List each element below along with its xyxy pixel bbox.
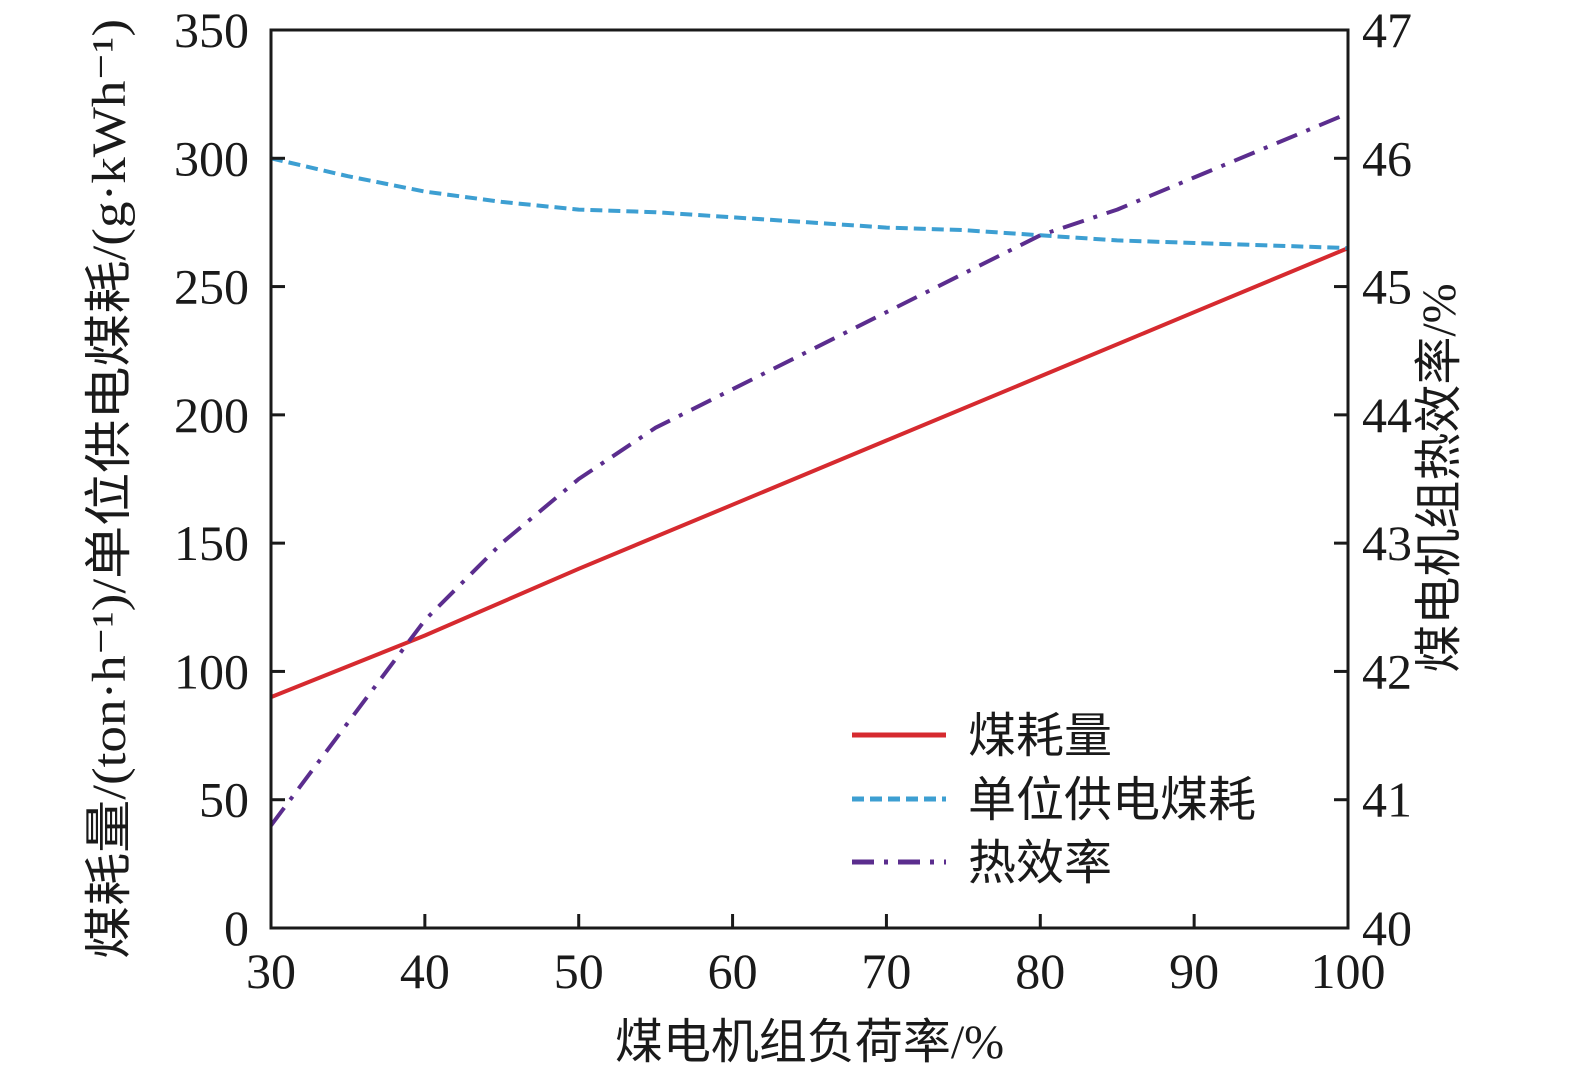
y-axis-left: 0 50 100 150 200 250 300 350 bbox=[174, 2, 285, 956]
y-axis-right: 40 41 42 43 44 45 46 47 bbox=[1334, 2, 1412, 956]
y-right-tick-label: 42 bbox=[1362, 643, 1412, 699]
y-axis-right-title: 煤电机组热效率/% bbox=[1413, 283, 1466, 672]
x-tick-label: 80 bbox=[1015, 943, 1065, 999]
x-tick-label: 100 bbox=[1311, 943, 1386, 999]
x-axis: 30 40 50 60 70 80 90 100 bbox=[246, 914, 1386, 999]
y-right-tick-label: 43 bbox=[1362, 515, 1412, 571]
y-right-tick-label: 46 bbox=[1362, 130, 1412, 186]
series-line-煤耗量 bbox=[270, 246, 1349, 699]
x-tick-label: 90 bbox=[1169, 943, 1219, 999]
x-tick-label: 40 bbox=[400, 943, 450, 999]
y-right-tick-label: 41 bbox=[1362, 772, 1412, 828]
x-tick-label: 60 bbox=[708, 943, 758, 999]
y-left-tick-label: 200 bbox=[174, 387, 249, 443]
x-tick-label: 30 bbox=[246, 943, 296, 999]
legend-label: 单位供电煤耗 bbox=[968, 774, 1256, 827]
y-left-tick-label: 250 bbox=[174, 259, 249, 315]
legend-label: 煤耗量 bbox=[968, 710, 1112, 763]
series-line-热效率 bbox=[269, 111, 1349, 827]
y-left-tick-label: 350 bbox=[174, 2, 249, 58]
y-left-tick-label: 100 bbox=[174, 643, 249, 699]
x-axis-title: 煤电机组负荷率/% bbox=[615, 1016, 1004, 1069]
y-left-tick-label: 150 bbox=[174, 515, 249, 571]
x-tick-label: 70 bbox=[861, 943, 911, 999]
y-right-tick-label: 47 bbox=[1362, 2, 1412, 58]
y-axis-left-title: 煤耗量/(ton·h⁻¹)/单位供电煤耗/(g·kWh⁻¹) bbox=[83, 19, 136, 959]
legend-label: 热效率 bbox=[968, 837, 1112, 890]
y-right-tick-label: 44 bbox=[1362, 387, 1412, 443]
plot-frame bbox=[269, 28, 1350, 930]
x-tick-label: 50 bbox=[554, 943, 604, 999]
plot-lines bbox=[269, 111, 1349, 827]
y-left-tick-label: 50 bbox=[199, 772, 249, 828]
y-left-tick-label: 300 bbox=[174, 130, 249, 186]
y-right-tick-label: 45 bbox=[1362, 259, 1412, 315]
series-line-单位供电煤耗 bbox=[270, 156, 1349, 251]
y-right-tick-label: 40 bbox=[1362, 900, 1412, 956]
y-left-tick-label: 0 bbox=[224, 900, 249, 956]
